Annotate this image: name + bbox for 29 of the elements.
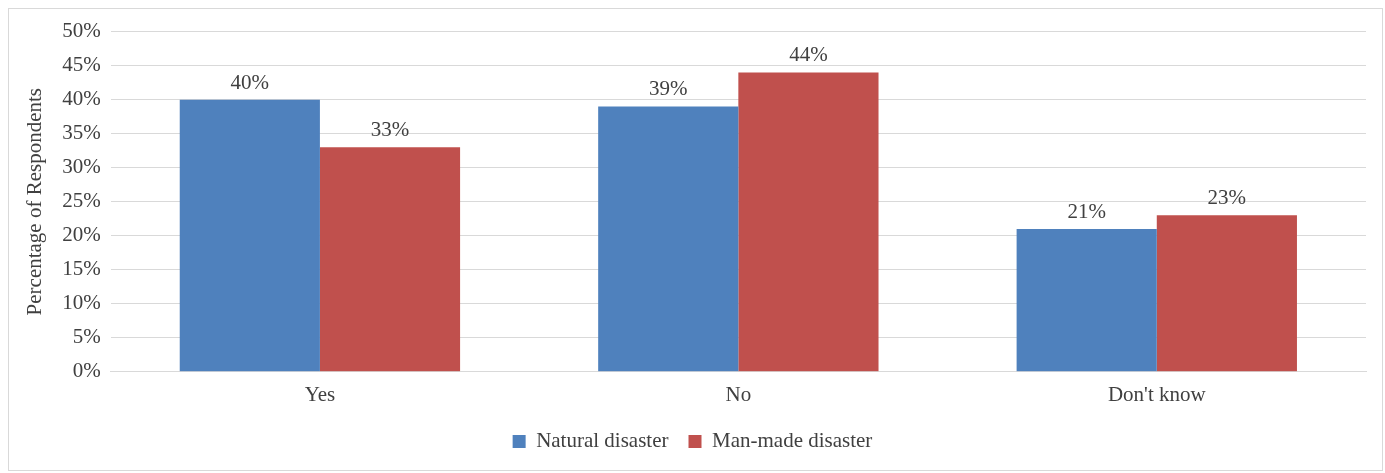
data-label: 33% bbox=[370, 117, 410, 142]
bar bbox=[1016, 228, 1157, 372]
y-axis-title: Percentage of Respondents bbox=[22, 87, 47, 316]
data-label: 40% bbox=[230, 69, 270, 94]
y-tick-label: 45% bbox=[62, 52, 101, 77]
y-tick-label: 20% bbox=[62, 222, 101, 247]
data-label: 21% bbox=[1067, 198, 1106, 223]
y-tick-label: 10% bbox=[62, 290, 101, 315]
y-tick-label: 25% bbox=[62, 188, 101, 213]
y-tick-label: 50% bbox=[62, 18, 101, 43]
y-tick-label: 5% bbox=[72, 324, 101, 349]
bar bbox=[738, 72, 879, 372]
data-label: 23% bbox=[1207, 185, 1247, 210]
data-label: 39% bbox=[649, 76, 688, 101]
bar bbox=[1156, 215, 1297, 372]
y-tick-label: 15% bbox=[62, 256, 101, 281]
bar bbox=[319, 147, 461, 372]
y-tick-label: 35% bbox=[62, 120, 101, 145]
legend-label: Natural disaster bbox=[536, 428, 669, 453]
bar bbox=[598, 106, 739, 372]
y-tick-label: 40% bbox=[62, 86, 101, 111]
x-tick-label: No bbox=[725, 381, 752, 406]
x-tick-label: Yes bbox=[304, 381, 336, 406]
bar bbox=[179, 99, 320, 372]
x-tick-label: Don't know bbox=[1107, 381, 1207, 406]
data-label: 44% bbox=[789, 42, 828, 67]
y-tick-label: 30% bbox=[62, 154, 101, 179]
y-tick-label: 0% bbox=[72, 358, 101, 383]
legend-label: Man-made disaster bbox=[712, 428, 873, 453]
